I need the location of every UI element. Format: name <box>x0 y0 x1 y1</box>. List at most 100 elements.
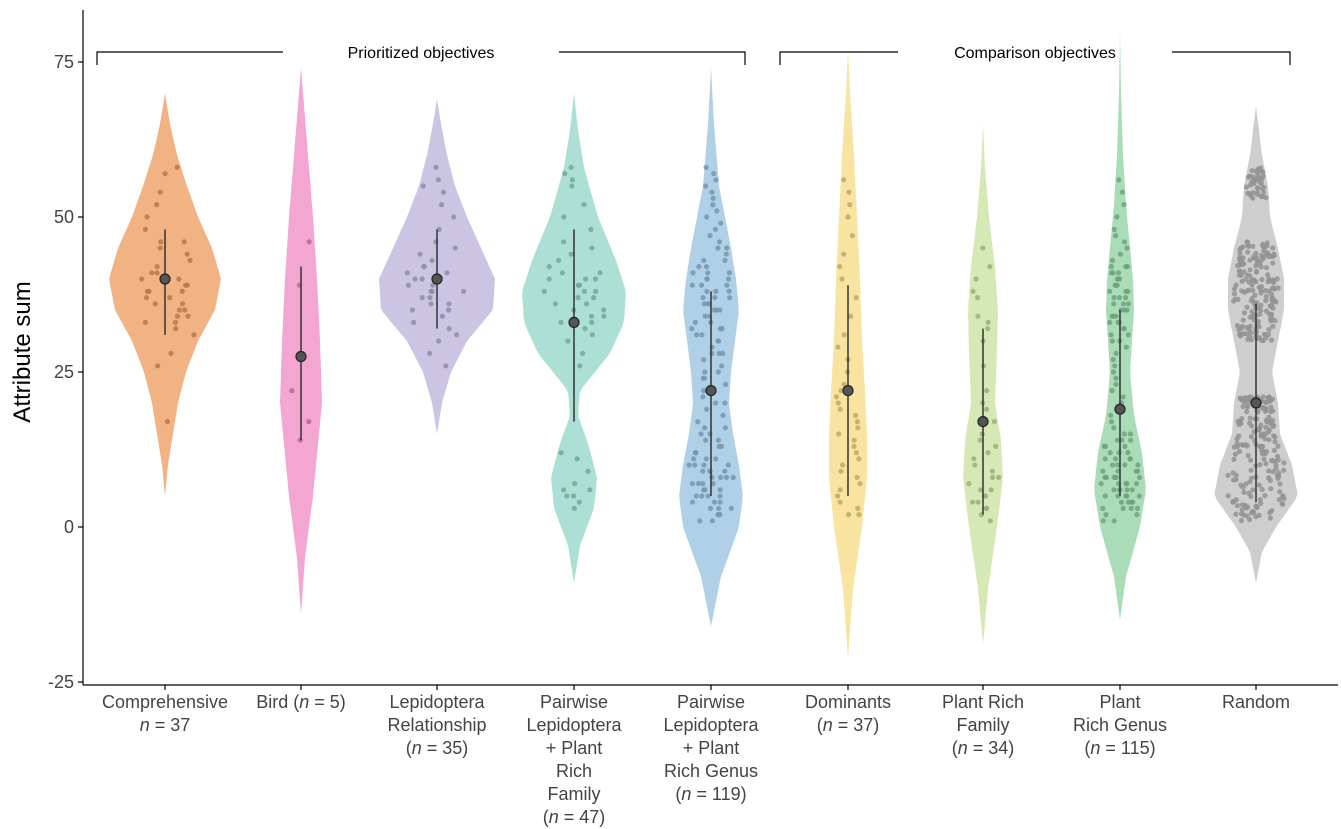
data-point <box>1109 388 1115 394</box>
data-point <box>1231 286 1237 292</box>
data-point <box>565 338 571 344</box>
data-point <box>1270 323 1276 329</box>
data-point <box>289 388 295 394</box>
data-point <box>1122 443 1128 449</box>
data-point <box>412 276 418 282</box>
data-point <box>1270 260 1276 266</box>
y-axis-label: Attribute sum <box>9 281 36 422</box>
data-point <box>1121 326 1127 332</box>
data-point <box>453 332 460 338</box>
data-point <box>601 307 607 313</box>
category-label-0: Comprehensive n = 37 <box>102 692 228 735</box>
data-point <box>1269 508 1275 514</box>
data-point <box>1248 457 1254 463</box>
data-point <box>1253 263 1259 269</box>
data-point <box>845 214 851 220</box>
data-point <box>1237 448 1243 455</box>
data-point <box>720 412 726 418</box>
data-point <box>1251 299 1258 305</box>
data-point <box>689 499 696 505</box>
data-point <box>1266 437 1272 443</box>
data-point <box>1107 288 1113 294</box>
data-point <box>569 183 575 189</box>
data-point <box>857 481 863 487</box>
data-point <box>1246 396 1252 402</box>
data-point <box>853 412 859 418</box>
data-point <box>837 499 843 505</box>
data-point <box>1274 472 1281 478</box>
data-point <box>1259 451 1265 457</box>
data-point <box>574 456 580 462</box>
data-point <box>1233 282 1239 288</box>
data-point <box>711 307 718 313</box>
data-point <box>700 481 706 487</box>
median-marker <box>568 316 580 328</box>
data-point <box>985 326 991 332</box>
data-point <box>1266 414 1272 420</box>
data-point <box>723 251 729 257</box>
data-point <box>699 332 705 338</box>
data-point <box>1249 314 1255 320</box>
data-point <box>1240 403 1246 410</box>
data-point <box>1271 447 1277 453</box>
data-point <box>696 264 702 270</box>
data-point <box>699 493 705 499</box>
data-point <box>1255 176 1261 182</box>
data-point <box>1270 423 1276 429</box>
data-point <box>1261 184 1267 190</box>
data-point <box>1281 467 1287 473</box>
data-point <box>1275 443 1281 449</box>
data-point <box>1239 507 1245 513</box>
data-point <box>837 264 843 270</box>
data-point <box>980 245 986 251</box>
data-point <box>1111 226 1117 232</box>
data-point <box>143 295 150 301</box>
data-point <box>1258 433 1264 439</box>
data-point <box>1110 270 1116 276</box>
data-point <box>1257 444 1263 450</box>
data-point <box>1125 450 1131 456</box>
data-point <box>593 288 599 294</box>
data-point <box>716 505 722 511</box>
data-point <box>433 164 439 170</box>
axes-layer: -25 0 25 50 75 Attribute sum <box>9 10 1338 692</box>
data-point <box>1231 291 1238 297</box>
brackets-layer: Prioritized objectives Comparison objecti… <box>96 45 1291 65</box>
data-point <box>973 276 979 282</box>
data-point <box>1125 332 1131 338</box>
data-point <box>1272 318 1278 324</box>
data-point <box>1100 468 1106 474</box>
labels-layer: Comprehensive n = 37 Bird (n = 5) Lepidopte… <box>102 692 1290 827</box>
data-point <box>988 487 994 493</box>
data-point <box>1121 431 1127 437</box>
data-point <box>719 363 725 369</box>
data-point <box>1117 295 1123 301</box>
data-point <box>591 295 597 301</box>
data-point <box>430 282 436 288</box>
data-point <box>593 276 599 282</box>
data-point <box>1245 452 1251 459</box>
data-point <box>728 505 734 511</box>
data-point <box>1247 516 1253 523</box>
data-point <box>1244 304 1250 310</box>
data-point <box>1254 191 1261 197</box>
data-point <box>837 487 843 493</box>
data-point <box>1247 420 1253 426</box>
data-point <box>144 288 151 294</box>
data-point <box>541 288 547 294</box>
data-point <box>1260 337 1266 344</box>
data-point <box>427 295 433 301</box>
median-marker <box>842 385 854 397</box>
data-point <box>1100 505 1106 511</box>
data-point <box>1267 397 1273 404</box>
data-point <box>1254 407 1260 413</box>
bracket-line-1 <box>779 51 1291 65</box>
data-point <box>1261 331 1268 337</box>
data-point <box>421 264 427 270</box>
data-point <box>1245 239 1251 245</box>
data-point <box>717 493 723 499</box>
data-point <box>1230 477 1237 483</box>
data-point <box>173 326 179 332</box>
data-point <box>711 499 718 505</box>
